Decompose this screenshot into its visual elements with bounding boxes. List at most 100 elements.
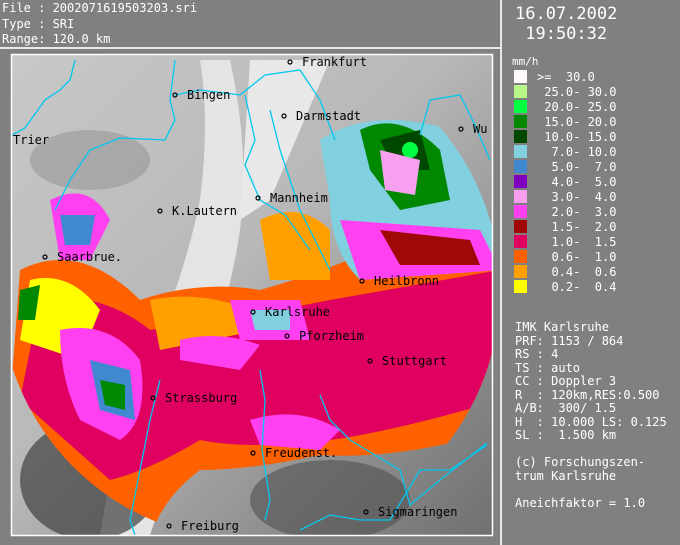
city-label: Wu <box>473 122 487 136</box>
legend-label: >= 30.0 <box>537 69 595 84</box>
range: Range: 120.0 km <box>2 32 111 46</box>
legend-item: 0.4- 0.6 <box>514 264 616 279</box>
legend-label: 0.2- 0.4 <box>537 279 617 294</box>
legend-item: 10.0- 15.0 <box>514 129 616 144</box>
legend-item: 0.2- 0.4 <box>514 279 616 294</box>
city-freudenst: Freudenst. <box>250 446 337 460</box>
legend-item: 20.0- 25.0 <box>514 99 616 114</box>
datetime: 16.07.2002 19:50:32 <box>515 4 617 44</box>
city-marker-icon <box>284 333 290 339</box>
city-label: Strassburg <box>165 391 237 405</box>
city-label: Stuttgart <box>382 354 447 368</box>
city-pforzheim: Pforzheim <box>284 329 364 343</box>
legend-swatch <box>514 205 527 218</box>
legend-label: 3.0- 4.0 <box>537 189 617 204</box>
legend-label: 4.0- 5.0 <box>537 174 617 189</box>
legend-item: 4.0- 5.0 <box>514 174 616 189</box>
city-marker-icon <box>363 509 369 515</box>
info-line: PRF: 1153 / 864 <box>515 333 624 348</box>
city-marker-icon <box>172 92 178 98</box>
legend-label: 20.0- 25.0 <box>537 99 617 114</box>
legend-swatch <box>514 175 527 188</box>
city-label: Karlsruhe <box>265 305 330 319</box>
legend-item: >= 30.0 <box>514 69 616 84</box>
city-label: K.Lautern <box>172 204 237 218</box>
city-marker-icon <box>157 208 163 214</box>
city-label: Sigmaringen <box>378 505 457 519</box>
legend-item: 1.0- 1.5 <box>514 234 616 249</box>
city-label: Saarbrue. <box>57 250 122 264</box>
city-stuttgart: Stuttgart <box>367 354 447 368</box>
city-bingen: Bingen <box>172 88 230 102</box>
legend-item: 3.0- 4.0 <box>514 189 616 204</box>
city-frankfurt: Frankfurt <box>287 55 367 69</box>
legend-label: 2.0- 3.0 <box>537 204 617 219</box>
city-karlsruhe: Karlsruhe <box>250 305 330 319</box>
legend-item: 15.0- 20.0 <box>514 114 616 129</box>
city-wu: Wu <box>458 122 487 136</box>
legend-label: 0.4- 0.6 <box>537 264 617 279</box>
date: 16.07.2002 <box>515 4 618 24</box>
legend-swatch <box>514 85 527 98</box>
legend-label: 1.0- 1.5 <box>537 234 617 249</box>
city-marker-icon <box>42 254 48 260</box>
borders <box>12 59 491 535</box>
info-line: A/B: 300/ 1.5 <box>515 401 617 415</box>
city-marker-icon <box>367 358 373 364</box>
city-darmstadt: Darmstadt <box>281 109 361 123</box>
city-klautern: K.Lautern <box>157 204 237 218</box>
info-line: TS : auto <box>515 360 581 375</box>
legend-swatch <box>514 250 527 263</box>
legend-item: 1.5- 2.0 <box>514 219 616 234</box>
legend-label: 10.0- 15.0 <box>537 129 617 144</box>
info-line: SL : 1.500 km <box>515 428 617 442</box>
city-marker-icon <box>166 523 172 529</box>
city-label: Freiburg <box>181 519 239 533</box>
info-line: CC : Doppler 3 <box>515 374 617 388</box>
city-label: Frankfurt <box>302 55 367 69</box>
product-type: Type : SRI <box>2 16 75 31</box>
city-heilbronn: Heilbronn <box>359 274 439 288</box>
city-marker-icon <box>250 450 256 456</box>
radar-map: Frankfurt Bingen Darmstadt Wu Trier Mannheim K… <box>10 53 494 537</box>
legend-swatch <box>514 100 527 113</box>
precipitation-layer <box>12 120 492 535</box>
legend-swatch <box>514 130 527 143</box>
city-marker-icon <box>250 309 256 315</box>
legend-swatch <box>514 70 527 83</box>
legend-label: 7.0- 10.0 <box>537 144 617 159</box>
city-sigmaringen: Sigmaringen <box>363 505 457 519</box>
legend-item: 5.0- 7.0 <box>514 159 616 174</box>
legend-swatch <box>514 235 527 248</box>
city-marker-icon <box>458 126 464 132</box>
info-line: Aneichfaktor = 1.0 <box>515 495 646 510</box>
file-header: File : 2002071619503203.sri Type : SRI Ran… <box>2 1 197 48</box>
legend-item: 0.6- 1.0 <box>514 249 616 264</box>
city-marker-icon <box>150 395 156 401</box>
city-trier: Trier <box>13 133 49 147</box>
info-line <box>515 483 667 497</box>
info-line <box>515 443 667 457</box>
city-label: Pforzheim <box>299 329 364 343</box>
info-line: IMK Karlsruhe <box>515 320 609 334</box>
info-line: trum Karlsruhe <box>515 468 617 483</box>
city-marker-icon <box>359 278 365 284</box>
legend-label: 1.5- 2.0 <box>537 219 617 234</box>
city-label: Darmstadt <box>296 109 361 123</box>
legend-item: 25.0- 30.0 <box>514 84 616 99</box>
city-freiburg: Freiburg <box>166 519 239 533</box>
legend-item: 2.0- 3.0 <box>514 204 616 219</box>
divider <box>500 0 502 545</box>
city-marker-icon <box>255 195 261 201</box>
divider <box>0 47 500 49</box>
city-label: Mannheim <box>270 191 328 205</box>
legend-swatch <box>514 160 527 173</box>
legend-label: 5.0- 7.0 <box>537 159 617 174</box>
city-marker-icon <box>287 59 293 65</box>
city-label: Trier <box>13 133 49 147</box>
radar-info: IMK Karlsruhe PRF: 1153 / 864 RS : 4 TS : a… <box>515 320 667 510</box>
info-line: R : 120km,RES:0.500 <box>515 387 660 402</box>
city-label: Bingen <box>187 88 230 102</box>
legend-label: 0.6- 1.0 <box>537 249 617 264</box>
legend-swatch <box>514 265 527 278</box>
